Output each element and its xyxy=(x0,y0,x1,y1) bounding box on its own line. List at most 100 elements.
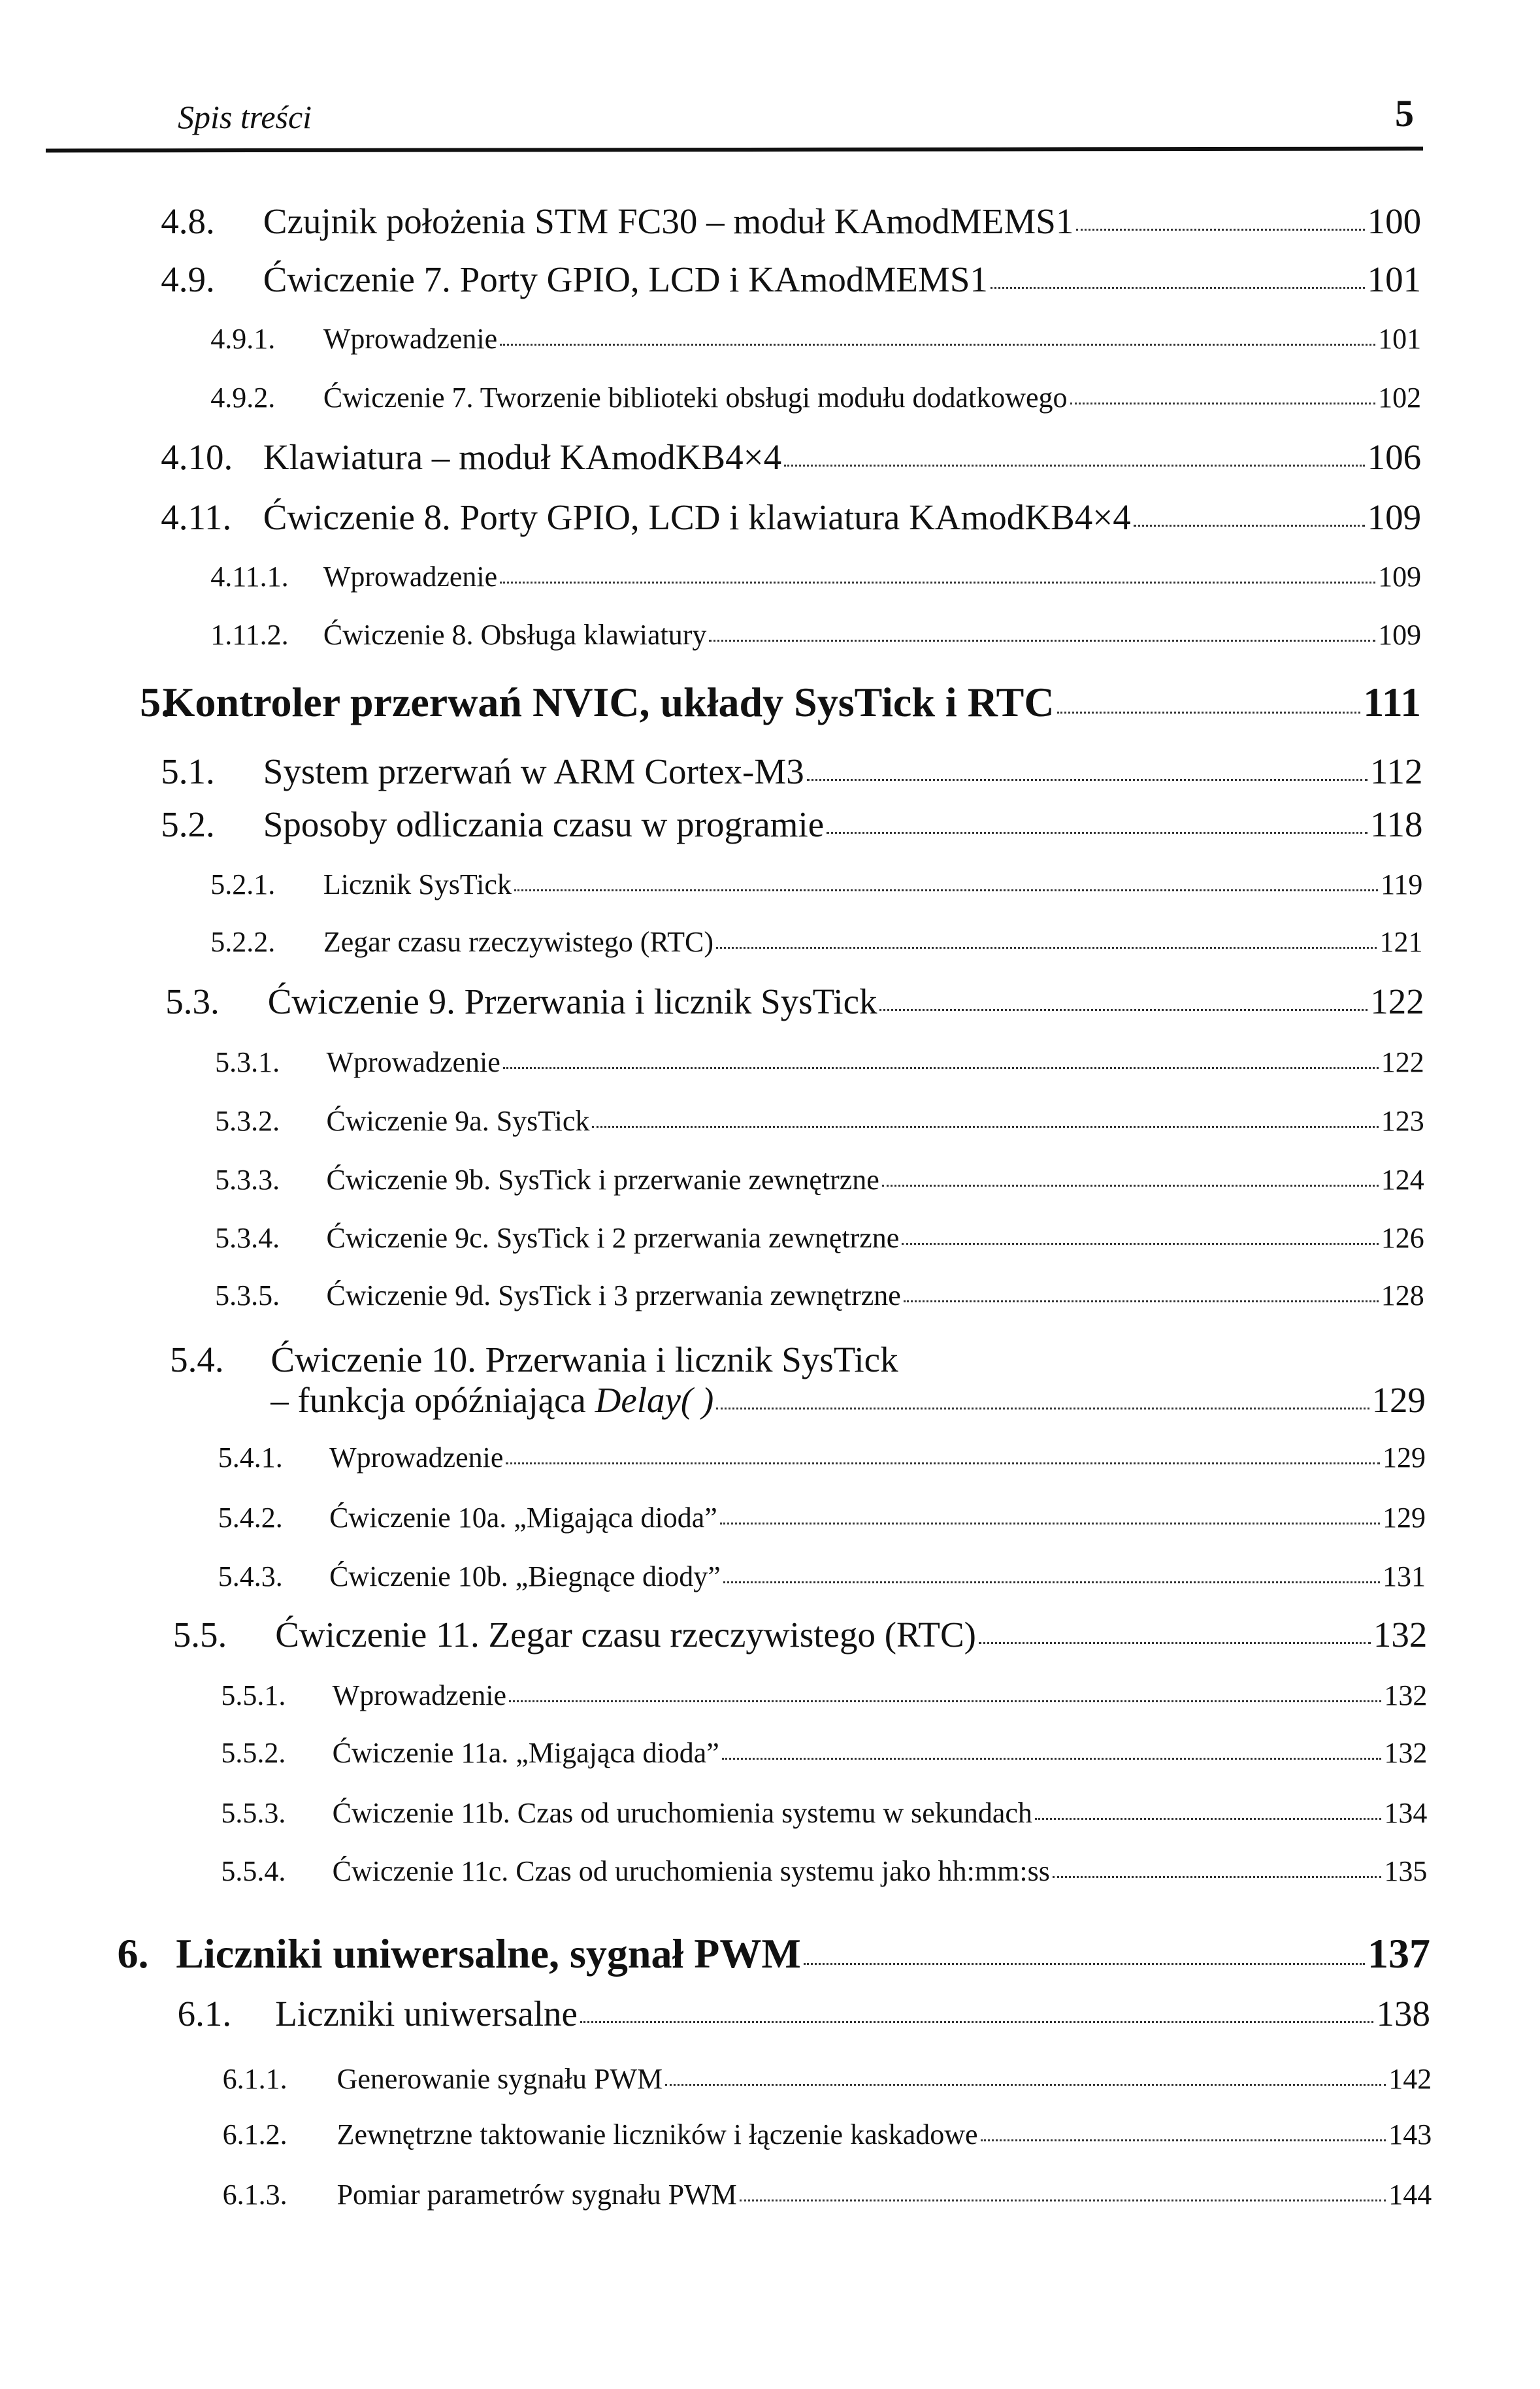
entry-number: 4.9.2. xyxy=(210,381,276,414)
dot-leader xyxy=(709,640,1376,642)
entry-number: 1.11.2. xyxy=(210,619,289,651)
entry-title: Wprowadzenie xyxy=(323,560,498,593)
entry-number: 6.1.2. xyxy=(222,2118,287,2151)
toc-entry: 4.11.1. Wprowadzenie 109 xyxy=(210,560,1421,593)
header-rule xyxy=(45,146,1424,153)
dot-leader xyxy=(879,1009,1368,1012)
entry-title: Ćwiczenie 8. Obsługa klawiatury xyxy=(323,619,707,651)
toc-entry: 6.1.2. Zewnętrzne taktowanie liczników i … xyxy=(223,2118,1432,2151)
entry-title: Ćwiczenie 7. Porty GPIO, LCD i KAmodMEMS… xyxy=(263,259,988,300)
dot-leader xyxy=(506,1462,1381,1465)
entry-number: 5.2.2. xyxy=(210,925,276,958)
entry-title: Ćwiczenie 11. Zegar czasu rzeczywistego … xyxy=(275,1615,976,1655)
header-page-number: 5 xyxy=(1395,92,1414,135)
entry-number: 5.1. xyxy=(161,751,215,791)
entry-page-number: 100 xyxy=(1367,201,1422,241)
dot-leader xyxy=(881,1184,1379,1187)
dot-leader xyxy=(827,831,1368,834)
toc-entry: 5.2.1. Licznik SysTick 119 xyxy=(210,868,1422,901)
entry-number: 4.8. xyxy=(161,201,215,241)
entry-number: 5.4.1. xyxy=(218,1442,283,1474)
toc-entry: 4.11. Ćwiczenie 8. Porty GPIO, LCD i klaw… xyxy=(161,497,1421,538)
entry-number: 4.9. xyxy=(161,259,215,300)
entry-number: 5.2.1. xyxy=(210,868,276,901)
entry-page-number: 132 xyxy=(1373,1615,1428,1655)
entry-page-number: 132 xyxy=(1384,1736,1428,1769)
toc-entry: 5.5.4. Ćwiczenie 11c. Czas od uruchomieni… xyxy=(221,1854,1427,1888)
toc-entry: 5.3.1. Wprowadzenie 122 xyxy=(215,1046,1424,1079)
entry-title: System przerwań w ARM Cortex-M3 xyxy=(263,751,804,791)
dot-leader xyxy=(721,1757,1382,1760)
entry-number: 5.2. xyxy=(161,804,215,844)
dot-leader xyxy=(990,287,1365,289)
entry-title: Liczniki uniwersalne xyxy=(275,1994,578,2034)
entry-page-number: 144 xyxy=(1388,2179,1432,2211)
toc-entry: 5.4.1. Wprowadzenie 129 xyxy=(218,1441,1426,1474)
entry-title: Ćwiczenie 10b. „Biegnące diody” xyxy=(329,1560,721,1593)
dot-leader xyxy=(716,1408,1369,1410)
toc-entry: 5.3.2. Ćwiczenie 9a. SysTick 123 xyxy=(215,1104,1424,1138)
dot-leader xyxy=(508,1700,1382,1703)
toc-entry: 6. Liczniki uniwersalne, sygnał PWM 137 xyxy=(118,1930,1430,1978)
entry-title: Zegar czasu rzeczywistego (RTC) xyxy=(323,925,714,958)
entry-title: Liczniki uniwersalne, sygnał PWM xyxy=(176,1930,801,1977)
entry-title: Wprowadzenie xyxy=(329,1442,504,1474)
toc-entry: 4.8. Czujnik położenia STM FC30 – moduł K… xyxy=(161,201,1421,242)
entry-title: Klawiatura – moduł KAmodKB4×4 xyxy=(263,437,782,477)
dot-leader xyxy=(806,779,1368,781)
entry-page-number: 102 xyxy=(1378,381,1422,414)
dot-leader xyxy=(1052,1876,1382,1879)
dot-leader xyxy=(1034,1817,1382,1820)
entry-title: Ćwiczenie 8. Porty GPIO, LCD i klawiatur… xyxy=(263,497,1131,537)
toc-entry: 5.3.5. Ćwiczenie 9d. SysTick i 3 przerwan… xyxy=(215,1279,1424,1312)
entry-number: 5.3.3. xyxy=(215,1163,280,1196)
entry-page-number: 109 xyxy=(1367,497,1422,537)
entry-title-continued: – funkcja opóźniająca Delay( ) xyxy=(270,1380,714,1421)
entry-page-number: 118 xyxy=(1369,804,1423,844)
toc-entry: 5.5.3. Ćwiczenie 11b. Czas od uruchomieni… xyxy=(221,1796,1427,1830)
toc-entry: 5. Kontroler przerwań NVIC, układy SysTic… xyxy=(140,678,1421,727)
toc-entry: 4.10. Klawiatura – moduł KAmodKB4×4 106 xyxy=(161,437,1421,478)
toc-entry: 1.11.2. Ćwiczenie 8. Obsługa klawiatury 10… xyxy=(210,618,1421,651)
entry-number: 5.5.3. xyxy=(221,1796,286,1829)
dot-leader xyxy=(514,889,1379,892)
entry-number: 5.4.2. xyxy=(218,1502,283,1534)
entry-number: 4.9.1. xyxy=(210,322,276,355)
dot-leader xyxy=(784,464,1365,467)
entry-title: Ćwiczenie 7. Tworzenie biblioteki obsług… xyxy=(323,381,1068,414)
entry-page-number: 137 xyxy=(1367,1930,1430,1977)
entry-page-number: 129 xyxy=(1371,1380,1426,1421)
dot-leader xyxy=(1076,228,1365,231)
dot-leader xyxy=(719,1523,1381,1525)
toc-entry: 5.3. Ćwiczenie 9. Przerwania i licznik Sy… xyxy=(165,981,1424,1022)
entry-title: Ćwiczenie 10. Przerwania i licznik SysTi… xyxy=(270,1339,898,1379)
entry-number: 4.11.1. xyxy=(210,560,289,593)
dot-leader xyxy=(903,1300,1379,1302)
header-title: Spis treści xyxy=(178,99,312,135)
entry-title: Wprowadzenie xyxy=(332,1679,506,1712)
dot-leader xyxy=(739,2200,1386,2202)
entry-title: Generowanie sygnału PWM xyxy=(336,2063,663,2096)
entry-page-number: 106 xyxy=(1367,437,1422,477)
entry-page-number: 101 xyxy=(1367,259,1422,300)
entry-page-number: 142 xyxy=(1388,2063,1432,2096)
toc-entry: 5.5.2. Ćwiczenie 11a. „Migająca dioda” 132 xyxy=(221,1736,1427,1770)
dot-leader xyxy=(902,1243,1379,1245)
entry-title: Ćwiczenie 11c. Czas od uruchomienia syst… xyxy=(332,1855,1050,1888)
entry-title: Ćwiczenie 9a. SysTick xyxy=(326,1104,590,1137)
toc-entry: 4.9.2. Ćwiczenie 7. Tworzenie biblioteki … xyxy=(210,381,1421,414)
entry-page-number: 135 xyxy=(1384,1855,1428,1888)
entry-page-number: 119 xyxy=(1381,868,1423,901)
entry-number: 5.5.1. xyxy=(221,1679,286,1712)
entry-page-number: 132 xyxy=(1384,1679,1428,1712)
entry-number: 5.3.5. xyxy=(215,1279,280,1311)
toc-entry: 5.5. Ćwiczenie 11. Zegar czasu rzeczywist… xyxy=(173,1614,1428,1655)
entry-title: Ćwiczenie 9b. SysTick i przerwanie zewnę… xyxy=(326,1163,879,1196)
entry-title: Ćwiczenie 10a. „Migająca dioda” xyxy=(329,1502,717,1534)
entry-page-number: 126 xyxy=(1381,1222,1424,1255)
toc-entry: 5.4. – funkcja opóźniająca Delay( ) 129 xyxy=(170,1340,1426,1421)
entry-page-number: 111 xyxy=(1363,678,1422,725)
dot-leader xyxy=(592,1125,1379,1128)
entry-title: Pomiar parametrów sygnału PWM xyxy=(336,2179,737,2211)
entry-page-number: 112 xyxy=(1369,751,1423,791)
